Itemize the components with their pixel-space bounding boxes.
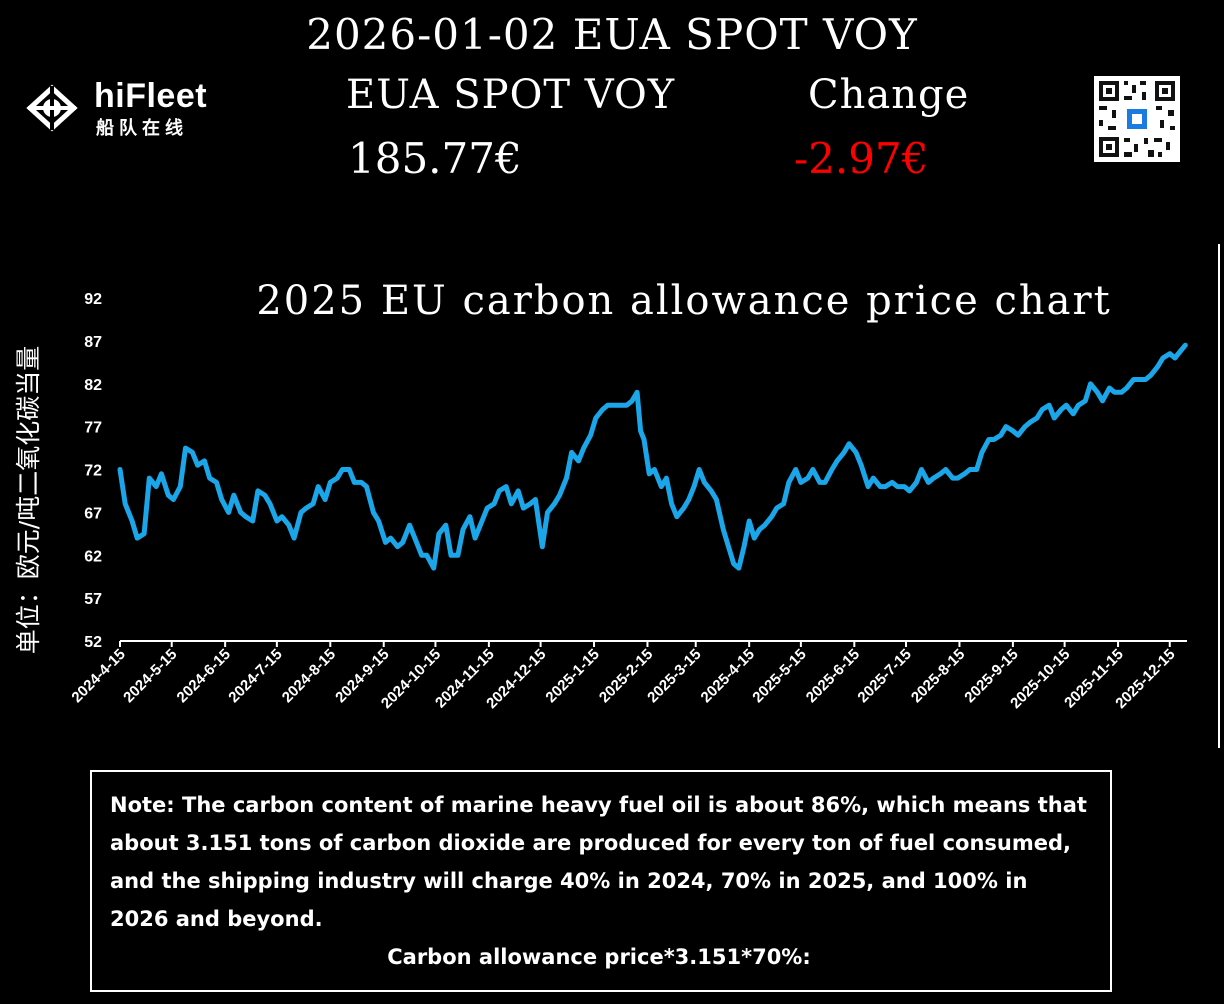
- x-tick-label: 2024-4-15: [68, 646, 128, 706]
- x-axis: [119, 640, 1187, 647]
- qr-code-icon: [1094, 76, 1180, 162]
- x-tick-label: 2025-7-15: [854, 646, 914, 706]
- y-tick-label: 77: [84, 420, 102, 437]
- chart-title: 2025 EU carbon allowance price chart: [256, 278, 1111, 324]
- logo-brand-text: hiFleet: [94, 77, 208, 115]
- y-tick-label: 72: [84, 463, 102, 480]
- y-tick-label: 87: [84, 334, 102, 351]
- change-value: -2.97€: [794, 134, 929, 183]
- x-tick-label: 2025-8-15: [908, 646, 968, 706]
- y-tick-labels: 92 87 82 77 72 67 62 57 52: [84, 291, 102, 651]
- y-tick-label: 57: [84, 591, 102, 608]
- note-text: Note: The carbon content of marine heavy…: [110, 793, 1087, 931]
- x-tick-label: 2025-1-15: [542, 646, 602, 706]
- right-border-rule: [1218, 244, 1220, 748]
- price-value: 185.77€: [348, 134, 522, 183]
- note-box: Note: The carbon content of marine heavy…: [90, 770, 1112, 992]
- header-title: 2026-01-02 EUA SPOT VOY: [306, 10, 918, 59]
- logo-subtitle: 船队在线: [96, 118, 188, 139]
- hifleet-logo-icon: [26, 84, 78, 132]
- x-tick-label: 2025-6-15: [803, 646, 863, 706]
- y-axis-label: 单位：欧元/吨二氧化碳当量: [14, 346, 43, 654]
- x-tick-label: 2025-5-15: [749, 646, 809, 706]
- y-tick-label: 62: [84, 548, 102, 565]
- y-tick-label: 92: [84, 291, 102, 308]
- y-tick-label: 82: [84, 377, 102, 394]
- x-tick-label: 2024-6-15: [174, 646, 234, 706]
- instrument-label: EUA SPOT VOY: [346, 72, 676, 118]
- change-label: Change: [808, 72, 970, 118]
- x-tick-label: 2024-7-15: [225, 646, 285, 706]
- y-tick-label: 67: [84, 505, 102, 522]
- x-tick-label: 2024-5-15: [120, 646, 180, 706]
- y-tick-label: 52: [84, 634, 102, 651]
- price-chart: 2025 EU carbon allowance price chart 单位：…: [14, 278, 1188, 712]
- note-formula: Carbon allowance price*3.151*70%:: [387, 945, 811, 969]
- x-tick-labels: 2024-4-152024-5-152024-6-152024-7-152024…: [68, 646, 1178, 712]
- price-series-line: [117, 342, 1188, 571]
- x-tick-label: 2025-4-15: [698, 646, 758, 706]
- x-tick-label: 2024-8-15: [279, 646, 339, 706]
- brand-logo: hiFleet 船队在线: [26, 77, 226, 139]
